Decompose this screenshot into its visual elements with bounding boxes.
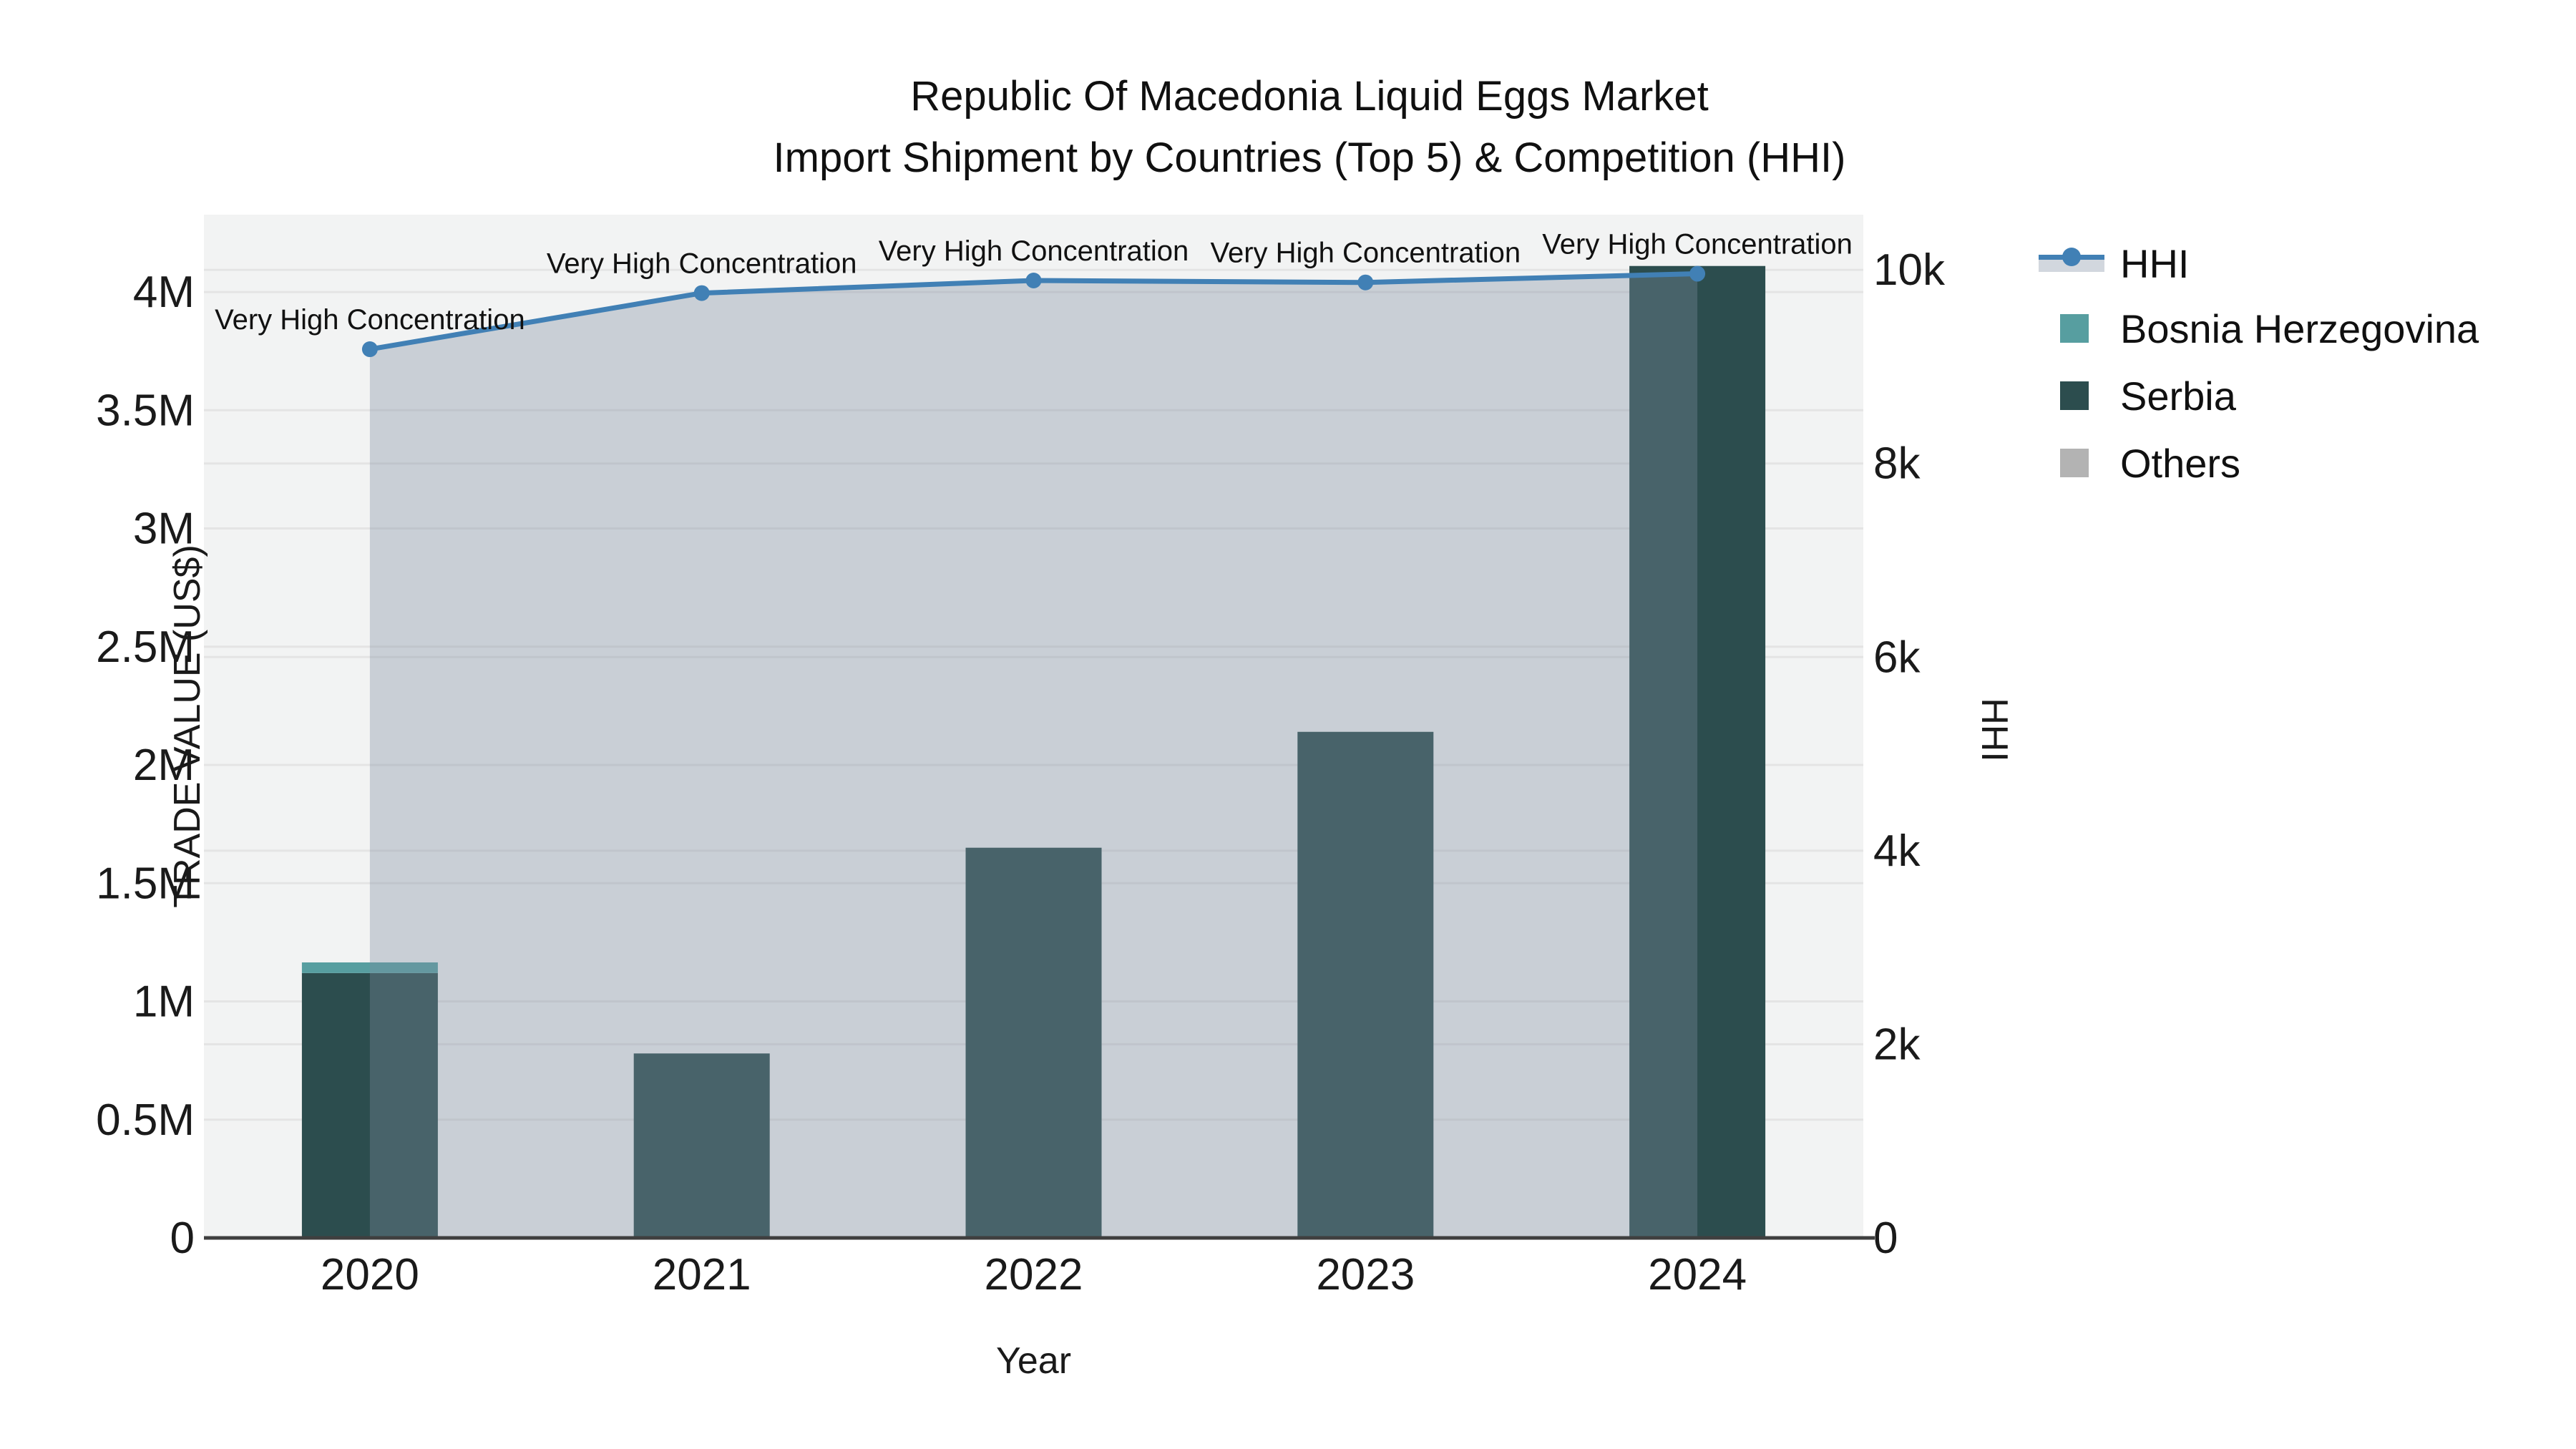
y-left-tick-label: 3.5M xyxy=(96,386,195,435)
x-tick-label: 2023 xyxy=(1316,1250,1415,1299)
bosnia-herzegovina-swatch-icon xyxy=(2060,314,2089,343)
y-right-tick-label: 4k xyxy=(1873,826,1921,876)
hhi-marker-glyph xyxy=(2062,248,2081,266)
bar-serbia-2022[interactable] xyxy=(965,847,1102,1238)
legend-label-hhi: HHI xyxy=(2120,240,2190,286)
y-left-tick-label: 0.5M xyxy=(96,1096,195,1145)
chart-title-line2: Import Shipment by Countries (Top 5) & C… xyxy=(773,135,1846,181)
hhi-marker-2024[interactable] xyxy=(1689,265,1706,282)
hhi-marker-2020[interactable] xyxy=(361,341,378,358)
bar-serbia-2023[interactable] xyxy=(1297,731,1434,1238)
bar-serbia-2021[interactable] xyxy=(633,1053,770,1238)
chart-title: Republic Of Macedonia Liquid Eggs Market… xyxy=(43,66,2576,189)
x-tick-label: 2022 xyxy=(985,1250,1083,1299)
x-tick-label: 2021 xyxy=(653,1250,751,1299)
x-axis-title: Year xyxy=(995,1340,1072,1382)
annotation-very-high-concentration: Very High Concentration xyxy=(215,304,525,336)
bar-serbia-2024[interactable] xyxy=(1629,265,1766,1238)
legend-label-serbia: Serbia xyxy=(2120,373,2236,419)
others-swatch-icon xyxy=(2060,449,2089,477)
annotation-very-high-concentration: Very High Concentration xyxy=(1211,238,1521,269)
annotation-very-high-concentration: Very High Concentration xyxy=(879,235,1189,267)
y-right-tick-label: 0 xyxy=(1873,1214,1898,1263)
y-left-tick-label: 0 xyxy=(170,1214,195,1263)
y-left-tick-label: 4M xyxy=(133,268,195,317)
annotation-very-high-concentration: Very High Concentration xyxy=(1542,229,1853,260)
chart-title-line1: Republic Of Macedonia Liquid Eggs Market xyxy=(910,73,1709,119)
y-right-tick-label: 10k xyxy=(1873,245,1946,295)
y-left-tick-label: 2M xyxy=(133,741,195,790)
legend-label-others: Others xyxy=(2120,440,2241,486)
y-axis-left-title: TRADE VALUE (US$) xyxy=(166,545,208,908)
y-right-tick-label: 8k xyxy=(1873,439,1921,489)
bar-serbia-2020[interactable] xyxy=(301,972,438,1238)
y-left-tick-label: 2.5M xyxy=(96,623,195,672)
hhi-area-fill[interactable] xyxy=(369,273,1698,1239)
annotation-very-high-concentration: Very High Concentration xyxy=(547,248,857,280)
bar-bosnia-herzegovina-2020[interactable] xyxy=(301,962,438,973)
y-axis-right-title: HHI xyxy=(1973,698,2015,762)
hhi-marker-2022[interactable] xyxy=(1025,272,1042,288)
x-tick-label: 2020 xyxy=(321,1250,419,1299)
y-right-tick-label: 2k xyxy=(1873,1020,1921,1069)
y-left-tick-label: 1M xyxy=(133,977,195,1027)
x-tick-label: 2024 xyxy=(1648,1250,1747,1299)
serbia-swatch-icon xyxy=(2060,381,2089,410)
hhi-line-swatch-icon xyxy=(2039,248,2104,278)
y-left-tick-label: 3M xyxy=(133,504,195,554)
legend-label-bosnia-herzegovina: Bosnia Herzegovina xyxy=(2120,306,2479,351)
y-right-tick-label: 6k xyxy=(1873,633,1921,682)
hhi-marker-2023[interactable] xyxy=(1357,274,1374,291)
hhi-marker-2021[interactable] xyxy=(693,285,710,301)
y-left-tick-label: 1.5M xyxy=(96,859,195,908)
